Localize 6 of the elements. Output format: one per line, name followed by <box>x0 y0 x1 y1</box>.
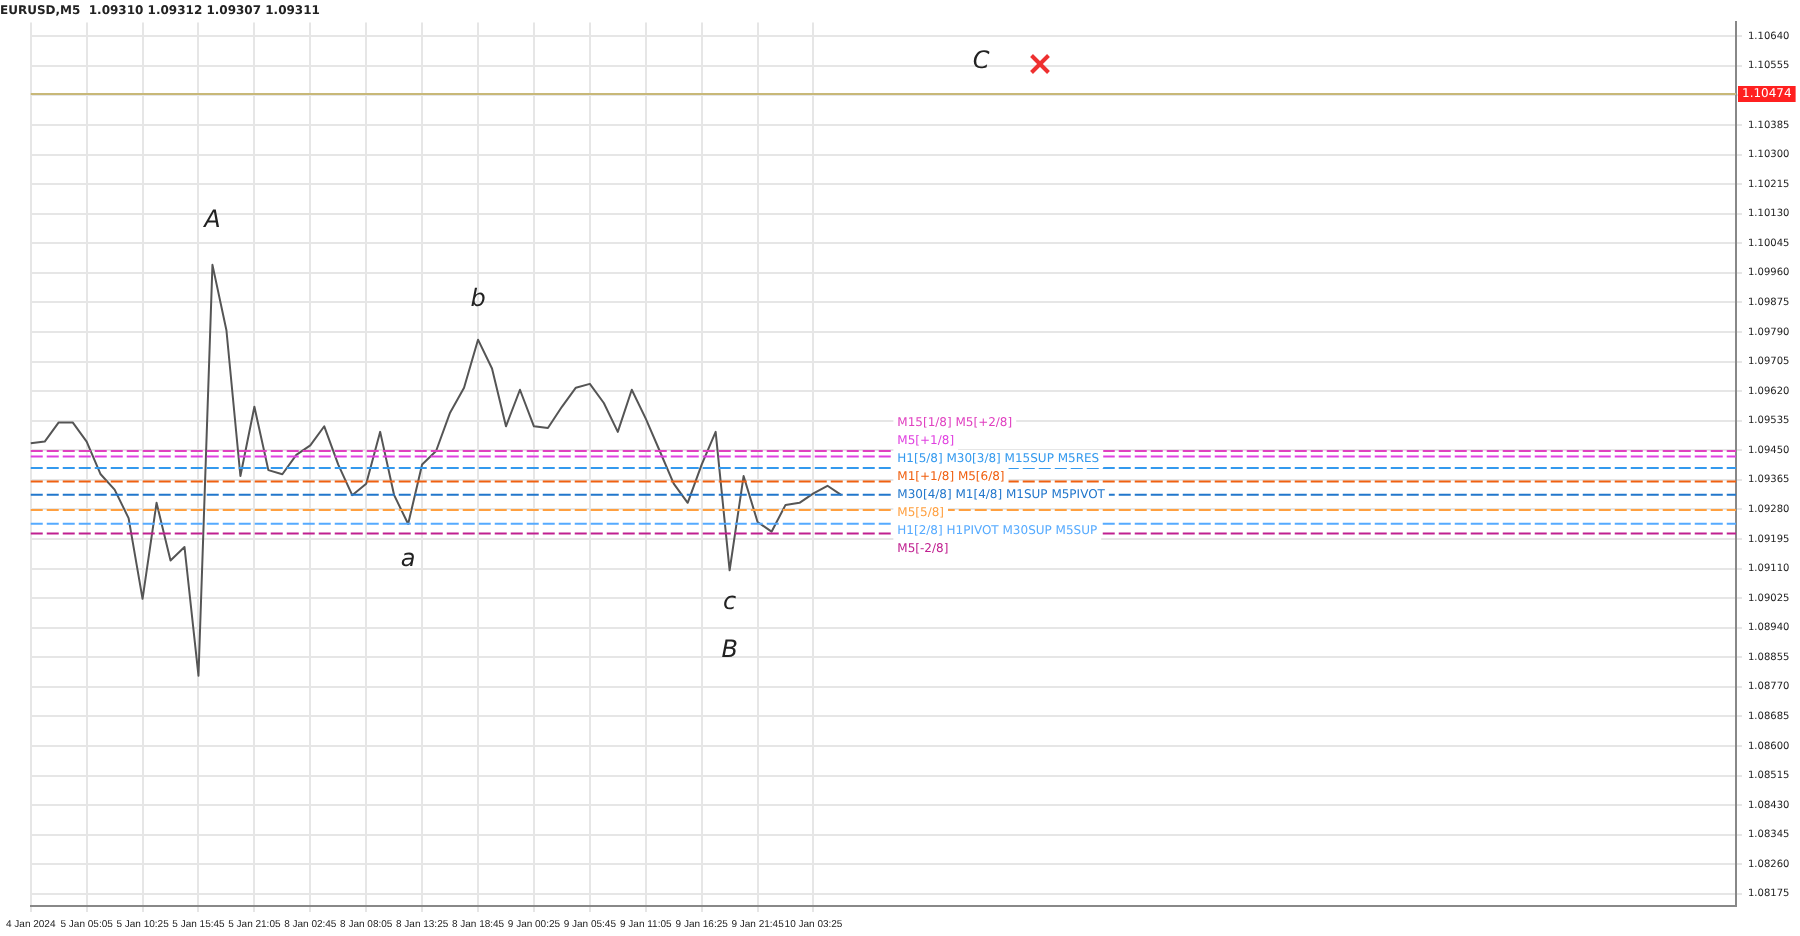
annotation: C <box>972 46 991 75</box>
annotation: c <box>723 586 738 615</box>
annotation: a <box>400 544 416 573</box>
annotation: b <box>470 283 487 312</box>
annotation: A <box>202 205 221 234</box>
annotation: B <box>721 634 738 663</box>
